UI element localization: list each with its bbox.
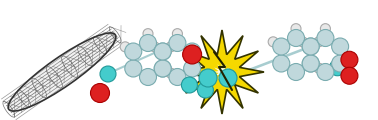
Circle shape: [125, 60, 142, 77]
Circle shape: [143, 29, 153, 39]
Circle shape: [184, 60, 201, 77]
Circle shape: [341, 51, 358, 68]
Circle shape: [302, 38, 319, 55]
Circle shape: [317, 30, 334, 46]
Circle shape: [100, 66, 116, 82]
Polygon shape: [213, 63, 231, 81]
Circle shape: [288, 30, 305, 46]
Ellipse shape: [8, 33, 116, 111]
Circle shape: [166, 42, 176, 52]
Circle shape: [314, 37, 324, 47]
Circle shape: [314, 63, 324, 73]
Circle shape: [332, 55, 349, 72]
Circle shape: [268, 37, 278, 47]
Circle shape: [139, 69, 156, 85]
Circle shape: [154, 43, 171, 60]
Circle shape: [317, 63, 334, 81]
Circle shape: [302, 38, 319, 55]
Polygon shape: [180, 30, 264, 114]
Circle shape: [169, 35, 186, 51]
Circle shape: [181, 77, 197, 93]
Circle shape: [139, 35, 156, 51]
Circle shape: [219, 69, 237, 87]
Circle shape: [154, 60, 171, 77]
Circle shape: [183, 45, 201, 64]
Circle shape: [150, 42, 160, 52]
Circle shape: [273, 38, 290, 55]
Circle shape: [184, 43, 201, 60]
Circle shape: [341, 67, 358, 84]
Circle shape: [166, 68, 176, 78]
Circle shape: [288, 63, 305, 81]
Circle shape: [172, 29, 183, 39]
Circle shape: [302, 55, 319, 72]
Circle shape: [321, 24, 330, 34]
Circle shape: [199, 69, 217, 87]
Circle shape: [329, 60, 345, 76]
Circle shape: [302, 55, 319, 72]
Circle shape: [197, 82, 214, 98]
Circle shape: [169, 69, 186, 85]
Circle shape: [125, 43, 142, 60]
Circle shape: [90, 84, 110, 102]
Circle shape: [291, 24, 301, 34]
Circle shape: [154, 60, 171, 77]
Circle shape: [154, 43, 171, 60]
Circle shape: [297, 37, 308, 47]
Circle shape: [120, 42, 130, 52]
Circle shape: [332, 38, 349, 55]
Circle shape: [273, 55, 290, 72]
